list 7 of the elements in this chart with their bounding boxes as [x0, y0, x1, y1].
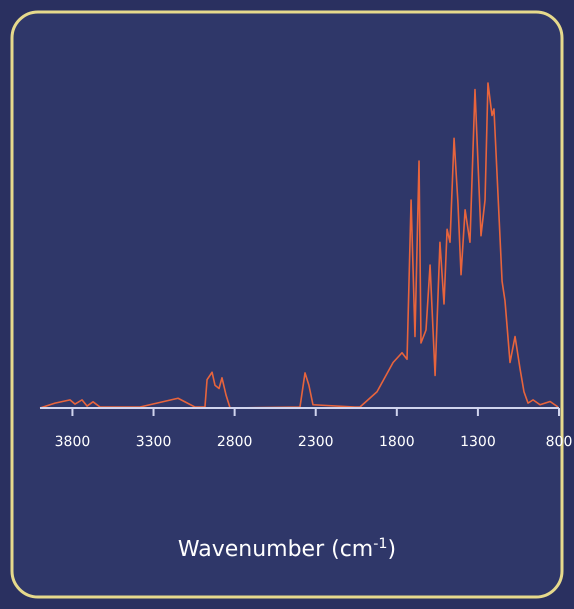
- x-tick-label: 2300: [298, 434, 334, 450]
- x-axis-title: Wavenumber (cm$^{-1}$): [178, 536, 396, 562]
- x-tick-label: 3800: [54, 434, 90, 450]
- x-tick-label: 1300: [460, 434, 496, 450]
- x-tick-label: 2800: [216, 434, 252, 450]
- x-tick-label: 3300: [136, 434, 172, 450]
- x-tick-label: 1800: [378, 434, 415, 450]
